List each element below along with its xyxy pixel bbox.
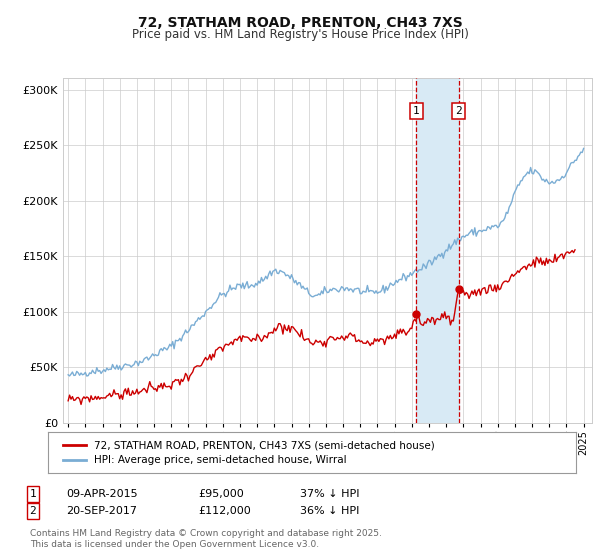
Text: £112,000: £112,000 <box>198 506 251 516</box>
Bar <box>416 78 458 423</box>
Text: 36% ↓ HPI: 36% ↓ HPI <box>300 506 359 516</box>
Text: 37% ↓ HPI: 37% ↓ HPI <box>300 489 359 499</box>
Text: 2: 2 <box>29 506 37 516</box>
Text: 09-APR-2015: 09-APR-2015 <box>66 489 137 499</box>
Text: 72, STATHAM ROAD, PRENTON, CH43 7XS: 72, STATHAM ROAD, PRENTON, CH43 7XS <box>137 16 463 30</box>
Text: 1: 1 <box>413 106 420 116</box>
Text: £95,000: £95,000 <box>198 489 244 499</box>
Text: Price paid vs. HM Land Registry's House Price Index (HPI): Price paid vs. HM Land Registry's House … <box>131 28 469 41</box>
Text: 20-SEP-2017: 20-SEP-2017 <box>66 506 137 516</box>
Text: Contains HM Land Registry data © Crown copyright and database right 2025.
This d: Contains HM Land Registry data © Crown c… <box>30 529 382 549</box>
Text: 1: 1 <box>29 489 37 499</box>
Legend: 72, STATHAM ROAD, PRENTON, CH43 7XS (semi-detached house), HPI: Average price, s: 72, STATHAM ROAD, PRENTON, CH43 7XS (sem… <box>58 436 439 469</box>
Text: 2: 2 <box>455 106 462 116</box>
